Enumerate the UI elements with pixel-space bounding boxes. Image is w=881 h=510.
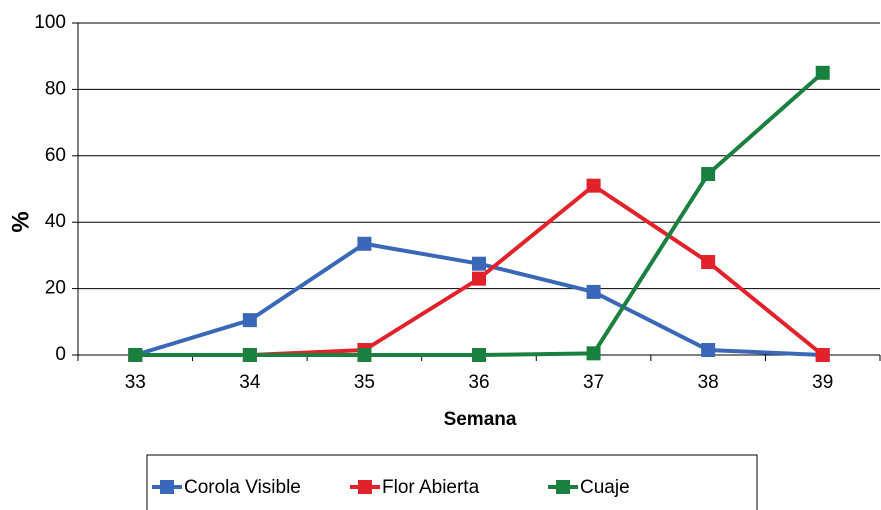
marker [815,348,830,362]
marker [472,256,486,271]
marker [815,65,830,80]
y-tick-label: 40 [45,211,66,232]
marker [586,346,601,361]
marker [472,348,486,362]
x-tick-label: 34 [239,372,261,393]
y-tick-label: 0 [55,344,66,365]
series-line [135,71,825,357]
legend-label: Cuaje [580,477,630,498]
x-tick-label: 33 [125,372,146,393]
y-tick-label: 100 [34,12,66,33]
x-tick-label: 36 [468,372,489,393]
marker [357,236,372,251]
legend-marker [358,480,372,494]
y-tick-label: 20 [45,278,66,299]
x-tick-label: 37 [583,372,604,393]
x-tick-label: 38 [698,372,719,393]
x-tick-label: 39 [812,372,833,393]
marker [242,348,257,362]
y-tick-label: 60 [45,145,66,166]
marker [357,348,372,362]
marker [701,343,716,358]
marker [128,348,143,362]
marker [472,271,486,286]
marker [586,284,601,299]
x-axis-label: Semana [444,409,517,430]
y-axis-label: % [7,211,34,232]
marker [701,167,716,182]
legend-label: Corola Visible [184,477,301,498]
marker [586,178,601,193]
marker [701,255,716,270]
x-tick-label: 35 [354,372,375,393]
legend-box [146,454,758,510]
y-tick-label: 80 [45,78,66,99]
legend-marker [556,480,570,494]
legend-label: Flor Abierta [382,477,480,498]
marker [242,313,257,328]
legend-marker [160,480,174,494]
